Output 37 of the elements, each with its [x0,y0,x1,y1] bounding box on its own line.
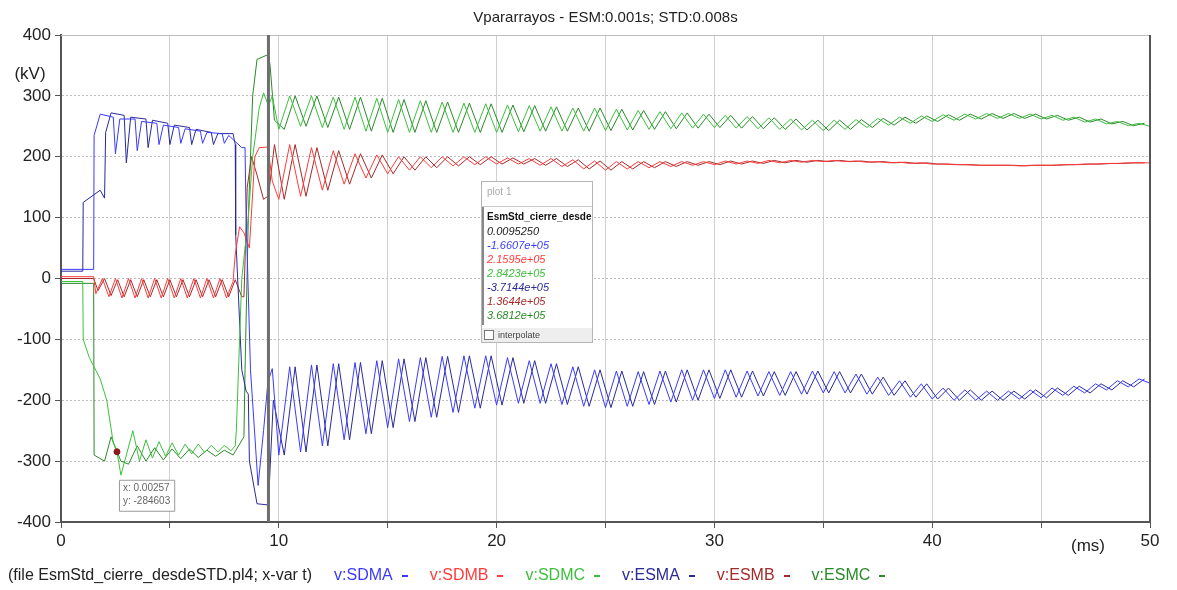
annotation: -3.7144e+05 [487,280,551,294]
legend-label: v:SDMA [334,566,393,583]
annotation: 2.8423e+05 [487,266,547,280]
legend-label: v:ESMC [811,566,871,583]
annotation: 3.6812e+05 [487,308,547,322]
y-tick-label: 100 [22,207,51,227]
x-axis-title: (ms) [1071,535,1105,555]
y-axis-title: (kV) [14,63,46,83]
y-tick-label: 400 [22,24,51,44]
x-tick-label: 0 [56,530,66,550]
annotation: -1.6607e+05 [487,238,551,252]
legend-label: v:SDMC [525,566,586,583]
y-tick-label: -400 [16,511,51,531]
x-tick-label: 40 [922,530,942,550]
x-tick-label: 30 [704,530,724,550]
chart-title: Vpararrayos - ESM:0.001s; STD:0.008s [472,8,739,25]
text: (file EsmStd_cierre_desdeSTD.pl4; x-var t) [8,566,313,583]
annotation: x: 0.00257 [122,481,171,493]
legend-label: v:ESMA [622,566,680,583]
annotation: 1.3644e+05 [487,294,547,308]
y-tick-label: -100 [16,329,51,349]
legend-label: v:ESMB [716,566,775,583]
y-tick-label: 0 [41,268,51,288]
y-tick-label: -300 [16,450,51,470]
annotation: 2.1595e+05 [487,252,547,266]
annotation: interpolate [498,330,541,340]
x-tick-label: 10 [269,530,289,550]
annotation: y: -284603 [122,494,171,506]
annotation: EsmStd_cierre_desde [487,210,592,224]
annotation: 0.0095250 [487,224,540,238]
y-tick-label: 200 [22,146,51,166]
x-tick-label: 50 [1140,530,1160,550]
y-tick-label: -200 [16,389,51,409]
y-tick-label: 300 [22,85,51,105]
legend-label: v:SDMB [429,566,489,583]
x-tick-label: 20 [487,530,507,550]
annotation: plot 1 [482,182,592,207]
